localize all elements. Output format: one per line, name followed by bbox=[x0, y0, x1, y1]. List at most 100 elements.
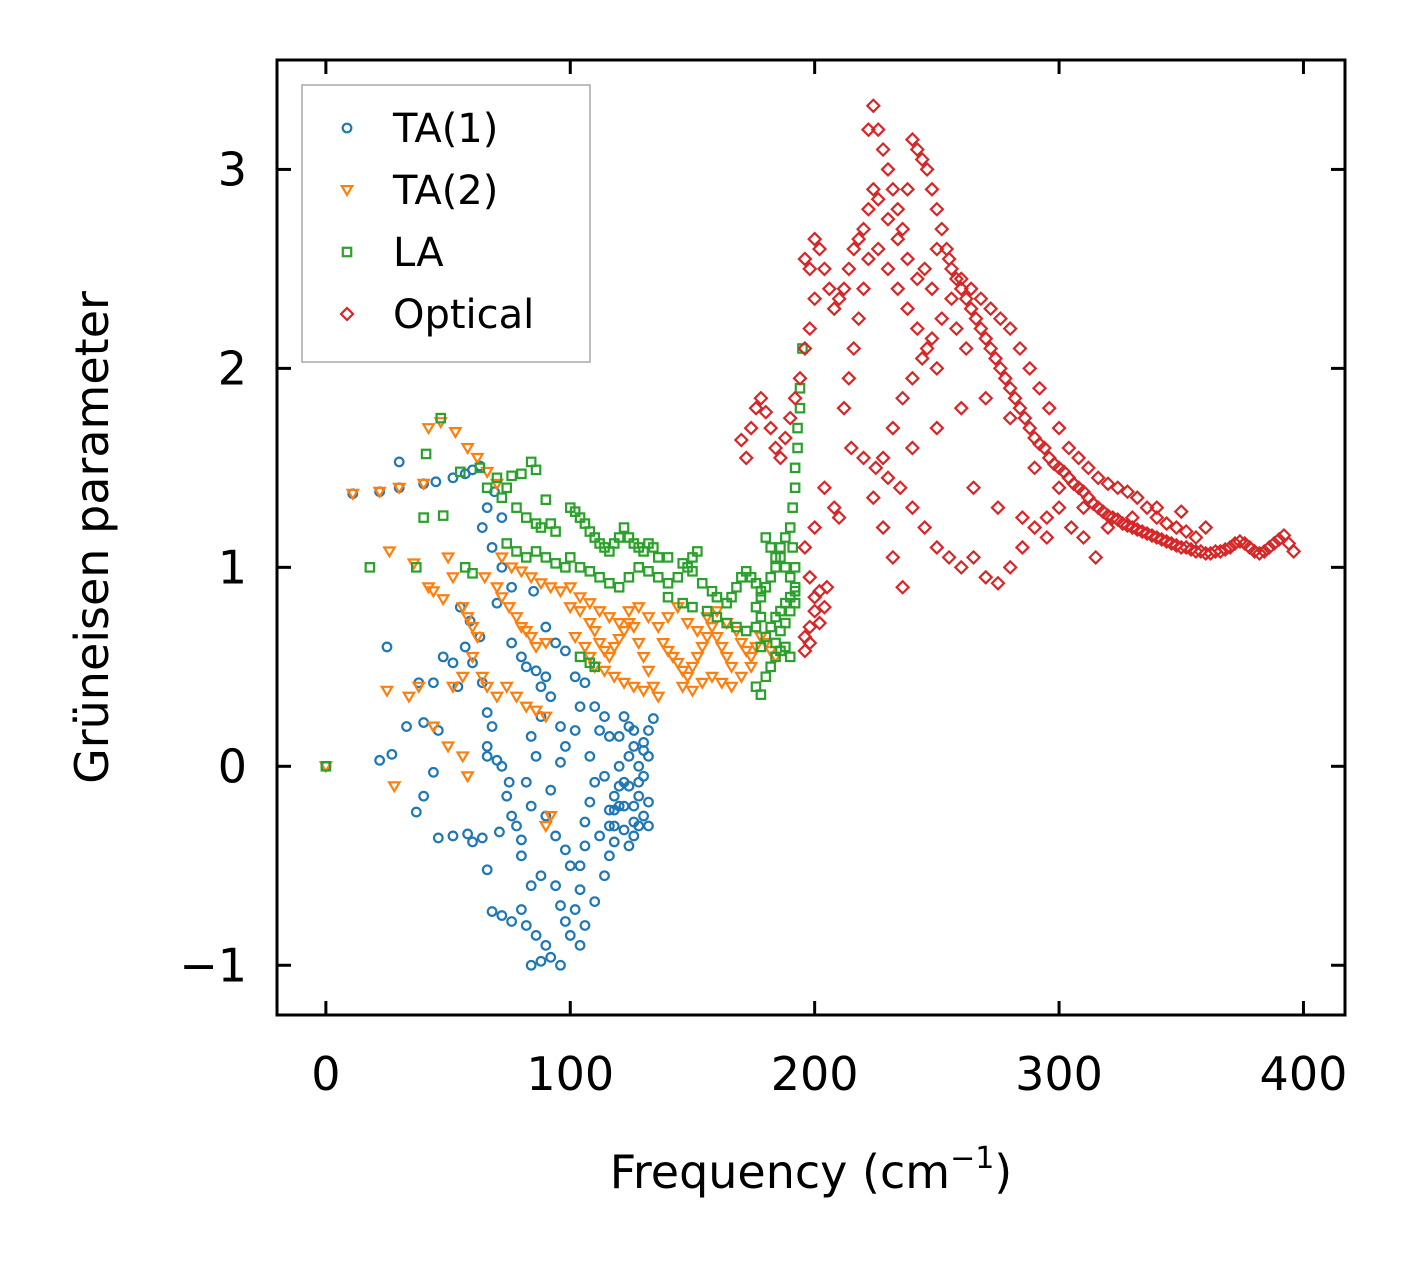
data-point bbox=[574, 860, 586, 872]
data-point bbox=[445, 572, 461, 585]
data-point bbox=[929, 201, 945, 217]
data-point bbox=[851, 311, 867, 327]
data-point bbox=[481, 707, 493, 718]
data-point bbox=[924, 330, 940, 347]
data-point bbox=[447, 657, 459, 669]
data-point bbox=[460, 612, 475, 625]
data-point bbox=[1061, 440, 1077, 456]
data-point bbox=[381, 641, 393, 653]
data-point bbox=[680, 618, 695, 631]
data-point bbox=[528, 705, 544, 718]
data-point bbox=[941, 251, 957, 267]
data-point bbox=[401, 691, 417, 704]
data-point bbox=[711, 591, 723, 603]
data-point bbox=[758, 404, 774, 420]
data-point bbox=[603, 820, 615, 832]
data-point bbox=[787, 542, 798, 553]
data-point bbox=[651, 691, 666, 704]
data-point bbox=[524, 631, 539, 645]
data-point bbox=[633, 760, 645, 772]
data-point bbox=[807, 603, 823, 619]
data-point bbox=[545, 784, 557, 796]
data-point bbox=[865, 490, 881, 506]
data-point bbox=[633, 790, 645, 802]
data-point bbox=[496, 512, 508, 524]
data-point bbox=[489, 582, 505, 595]
data-point bbox=[831, 510, 847, 526]
data-point bbox=[540, 494, 552, 505]
data-point bbox=[374, 754, 386, 766]
plot-marks bbox=[318, 98, 1302, 971]
plot-frame bbox=[275, 58, 1347, 1017]
data-point bbox=[1251, 545, 1268, 561]
data-point bbox=[731, 621, 742, 633]
data-point bbox=[524, 572, 539, 585]
data-point bbox=[789, 597, 801, 609]
data-point bbox=[1051, 480, 1067, 496]
data-point bbox=[968, 311, 984, 327]
legend-marker bbox=[339, 185, 355, 198]
data-point bbox=[1071, 450, 1087, 466]
data-point bbox=[633, 776, 645, 788]
data-point bbox=[574, 562, 586, 573]
data-point bbox=[807, 231, 823, 247]
legend-marker bbox=[341, 246, 353, 258]
data-point bbox=[1227, 535, 1243, 552]
data-point bbox=[597, 665, 612, 678]
data-point bbox=[892, 480, 908, 496]
data-point bbox=[555, 900, 566, 911]
data-point bbox=[569, 671, 581, 683]
data-point bbox=[647, 713, 659, 724]
data-point bbox=[780, 617, 791, 629]
data-point bbox=[1031, 380, 1048, 396]
data-point bbox=[855, 221, 872, 237]
data-point bbox=[836, 400, 852, 416]
data-point bbox=[1007, 390, 1023, 406]
data-point bbox=[511, 546, 522, 557]
data-point bbox=[1022, 360, 1038, 376]
data-point bbox=[436, 594, 451, 607]
data-point bbox=[831, 291, 847, 307]
data-point bbox=[486, 906, 498, 917]
data-point bbox=[599, 770, 610, 782]
data-point bbox=[494, 592, 509, 605]
data-point bbox=[612, 633, 627, 647]
data-point bbox=[797, 643, 813, 659]
data-point bbox=[855, 450, 872, 466]
data-point bbox=[613, 532, 625, 543]
data-point bbox=[550, 637, 562, 649]
legend-label: Optical bbox=[393, 292, 534, 338]
data-point bbox=[690, 651, 705, 664]
data-point bbox=[1100, 519, 1116, 536]
data-point bbox=[594, 725, 605, 736]
data-point bbox=[1129, 490, 1145, 506]
data-point bbox=[1188, 529, 1204, 546]
data-point bbox=[503, 776, 515, 788]
data-point bbox=[502, 602, 517, 615]
data-point bbox=[1088, 549, 1104, 565]
data-point bbox=[589, 701, 601, 713]
data-point bbox=[538, 820, 553, 834]
x-tick-label: 300 bbox=[1015, 1047, 1103, 1101]
data-point bbox=[618, 824, 630, 836]
data-point bbox=[599, 711, 610, 722]
data-point bbox=[574, 651, 586, 663]
data-point bbox=[623, 750, 635, 762]
data-point bbox=[880, 261, 896, 277]
data-point bbox=[685, 685, 700, 698]
data-point bbox=[660, 645, 676, 659]
data-point bbox=[1188, 543, 1204, 559]
data-point bbox=[777, 430, 793, 446]
data-point bbox=[677, 597, 688, 609]
data-point bbox=[474, 462, 486, 474]
data-point bbox=[772, 450, 789, 466]
data-point bbox=[1041, 400, 1057, 416]
data-point bbox=[1173, 539, 1189, 556]
data-point bbox=[501, 482, 513, 494]
data-point bbox=[807, 291, 823, 307]
data-point bbox=[535, 522, 547, 533]
data-point bbox=[535, 681, 547, 693]
data-point bbox=[386, 748, 398, 760]
data-point bbox=[948, 271, 964, 287]
data-point bbox=[760, 581, 772, 593]
